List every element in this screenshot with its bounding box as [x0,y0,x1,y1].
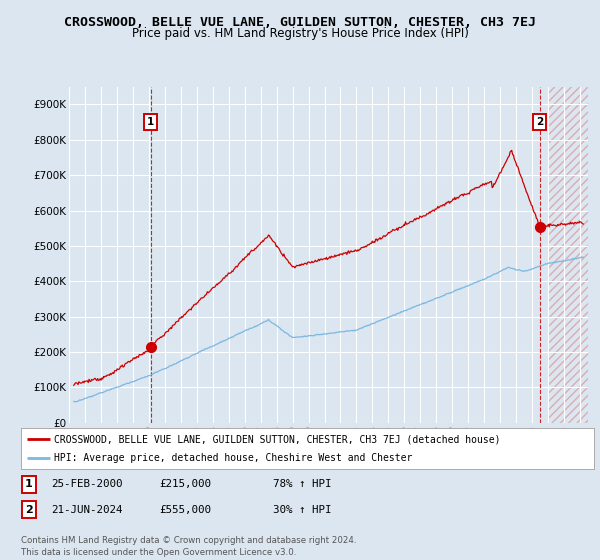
Text: 78% ↑ HPI: 78% ↑ HPI [273,479,331,489]
Text: 1: 1 [25,479,32,489]
Text: 2: 2 [25,505,32,515]
Text: CROSSWOOD, BELLE VUE LANE, GUILDEN SUTTON, CHESTER, CH3 7EJ (detached house): CROSSWOOD, BELLE VUE LANE, GUILDEN SUTTO… [54,435,501,444]
Text: HPI: Average price, detached house, Cheshire West and Chester: HPI: Average price, detached house, Ches… [54,453,413,463]
Text: £555,000: £555,000 [159,505,211,515]
Text: £215,000: £215,000 [159,479,211,489]
Text: CROSSWOOD, BELLE VUE LANE, GUILDEN SUTTON, CHESTER, CH3 7EJ: CROSSWOOD, BELLE VUE LANE, GUILDEN SUTTO… [64,16,536,29]
Text: 2: 2 [536,117,543,127]
Text: 30% ↑ HPI: 30% ↑ HPI [273,505,331,515]
Text: Contains HM Land Registry data © Crown copyright and database right 2024.: Contains HM Land Registry data © Crown c… [21,536,356,545]
Text: 21-JUN-2024: 21-JUN-2024 [51,505,122,515]
Text: 1: 1 [147,117,154,127]
Text: This data is licensed under the Open Government Licence v3.0.: This data is licensed under the Open Gov… [21,548,296,557]
Text: 25-FEB-2000: 25-FEB-2000 [51,479,122,489]
Text: Price paid vs. HM Land Registry's House Price Index (HPI): Price paid vs. HM Land Registry's House … [131,27,469,40]
